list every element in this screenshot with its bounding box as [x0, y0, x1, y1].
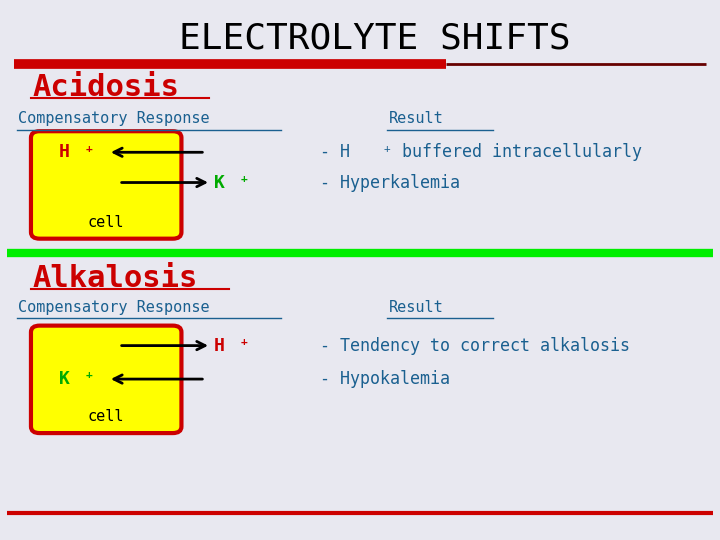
Text: H: H [214, 336, 225, 355]
Text: K: K [214, 173, 225, 192]
Text: +: + [240, 337, 247, 347]
Text: cell: cell [88, 409, 124, 424]
Text: Alkalosis: Alkalosis [32, 264, 198, 293]
FancyBboxPatch shape [31, 131, 181, 239]
Text: Result: Result [389, 111, 444, 126]
Text: Compensatory Response: Compensatory Response [18, 300, 210, 315]
Text: +: + [86, 370, 92, 380]
FancyBboxPatch shape [31, 326, 181, 433]
Text: Acidosis: Acidosis [32, 73, 179, 102]
Text: cell: cell [88, 215, 124, 230]
Text: - Hyperkalemia: - Hyperkalemia [320, 173, 460, 192]
Text: - H: - H [320, 143, 351, 161]
Text: Result: Result [389, 300, 444, 315]
Text: +: + [240, 174, 247, 184]
Text: +: + [86, 144, 92, 153]
Text: ELECTROLYTE SHIFTS: ELECTROLYTE SHIFTS [179, 22, 570, 56]
Text: Compensatory Response: Compensatory Response [18, 111, 210, 126]
Text: buffered intracellularly: buffered intracellularly [392, 143, 642, 161]
Text: - Tendency to correct alkalosis: - Tendency to correct alkalosis [320, 336, 631, 355]
Text: K: K [59, 370, 70, 388]
Text: +: + [384, 144, 390, 153]
Text: - Hypokalemia: - Hypokalemia [320, 370, 451, 388]
Text: H: H [59, 143, 70, 161]
